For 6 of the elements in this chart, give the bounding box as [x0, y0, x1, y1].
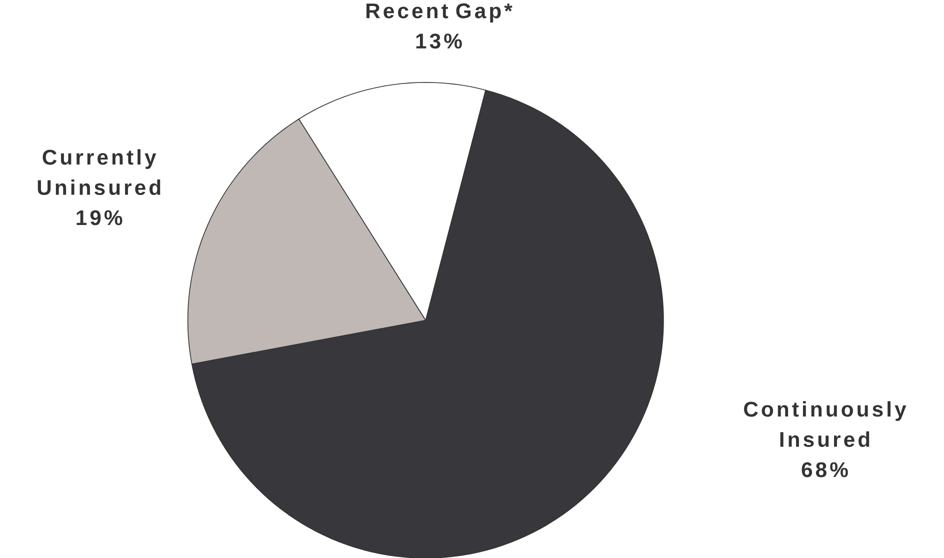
slice-label: Currently Uninsured	[38, 148, 160, 195]
slice-label: Continuously Insured	[744, 400, 906, 447]
data-label: 19%	[76, 210, 122, 225]
data-label: 68%	[802, 462, 848, 477]
slice-label: Recent Gap*	[366, 3, 512, 22]
data-label: 13%	[416, 33, 462, 48]
